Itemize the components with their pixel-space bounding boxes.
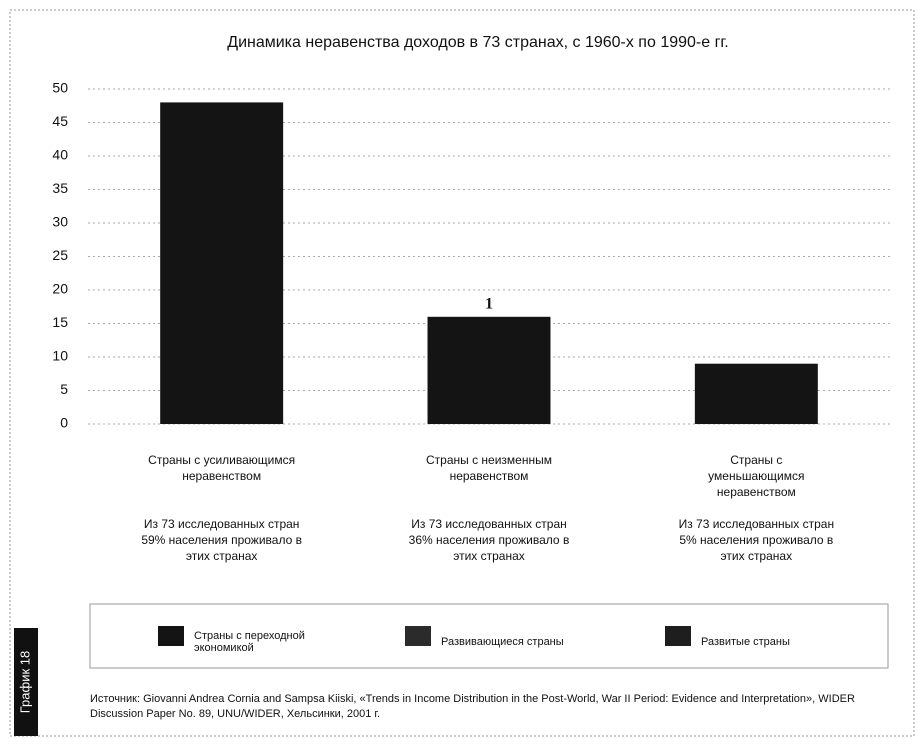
y-tick-label: 25 [52,247,68,263]
y-tick-label: 30 [52,214,68,230]
side-box [14,628,38,736]
y-tick-label: 5 [60,381,68,397]
bar [160,102,284,425]
frame [9,9,915,737]
category-note: Из 73 исследованных стран 59% населения … [141,517,302,563]
x-tick-label: Страны с усиливающимся неравенством [148,453,296,483]
legend-label: Развитые страны [701,636,790,648]
chart-title: Динамика неравенства доходов в 73 страна… [227,34,729,51]
category-note: Из 73 исследованных стран 5% населения п… [678,517,835,563]
legend-swatch [158,626,184,646]
bar [694,363,818,424]
y-tick-label: 10 [52,348,68,364]
legend-label: Страны с переходной экономикой [194,630,305,654]
category-note: Из 73 исследованных стран 36% населения … [408,517,570,563]
y-tick-label: 0 [60,415,68,431]
legend-label: Развивающиеся страны [441,636,564,648]
y-tick-label: 40 [52,147,68,163]
legend-swatch [405,626,431,646]
y-tick-label: 50 [52,80,68,96]
x-tick-label: Страны с уменьшающимся неравенством [708,453,805,499]
y-tick-label: 15 [52,314,68,330]
y-tick-label: 35 [52,180,68,196]
annotation: 1 [485,295,493,312]
y-tick-label: 45 [52,113,68,129]
x-tick-label: Страны с неизменным неравенством [426,453,552,483]
legend-swatch [665,626,691,646]
y-tick-label: 20 [52,281,68,297]
source: Источник: Giovanni Andrea Cornia and Sam… [90,693,855,720]
side-label: График 18 [17,651,32,714]
bar [427,316,551,424]
legend-box [89,603,889,669]
